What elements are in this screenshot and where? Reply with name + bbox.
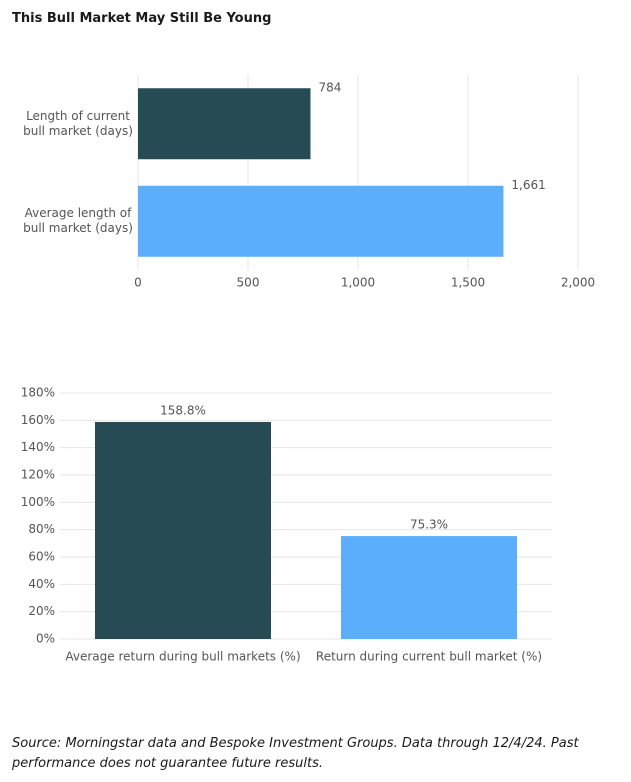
page-title: This Bull Market May Still Be Young bbox=[12, 11, 272, 26]
value-label: 75.3% bbox=[410, 518, 448, 532]
x-tick-label: 0 bbox=[134, 276, 142, 290]
x-tick-label: Return during current bull market (%) bbox=[316, 650, 542, 664]
y-tick-label: 180% bbox=[21, 386, 55, 400]
y-tick-label: 20% bbox=[28, 604, 55, 618]
y-tick-label: Average length of bull market (days) bbox=[23, 206, 133, 236]
x-tick-label: 2,000 bbox=[561, 276, 595, 290]
x-tick-label: 500 bbox=[237, 276, 260, 290]
bar bbox=[138, 88, 311, 160]
bar bbox=[341, 536, 517, 639]
value-label: 1,661 bbox=[511, 178, 545, 192]
value-label: 158.8% bbox=[160, 403, 206, 417]
y-tick-label: 120% bbox=[21, 468, 55, 482]
y-tick-label: Length of current bull market (days) bbox=[23, 108, 133, 138]
y-tick-label: 140% bbox=[21, 440, 55, 454]
y-tick-label: 160% bbox=[21, 413, 55, 427]
x-tick-label: Average return during bull markets (%) bbox=[65, 650, 300, 664]
bar bbox=[138, 185, 504, 257]
y-tick-label: 0% bbox=[36, 632, 55, 646]
x-tick-label: 1,500 bbox=[451, 276, 485, 290]
x-tick-label: 1,000 bbox=[341, 276, 375, 290]
source-note: Source: Morningstar data and Bespoke Inv… bbox=[12, 736, 579, 771]
bar bbox=[95, 421, 271, 639]
y-tick-label: 40% bbox=[28, 577, 55, 591]
y-tick-label: 100% bbox=[21, 495, 55, 509]
y-tick-label: 80% bbox=[28, 522, 55, 536]
y-tick-label: 60% bbox=[28, 550, 55, 564]
value-label: 784 bbox=[318, 80, 341, 94]
